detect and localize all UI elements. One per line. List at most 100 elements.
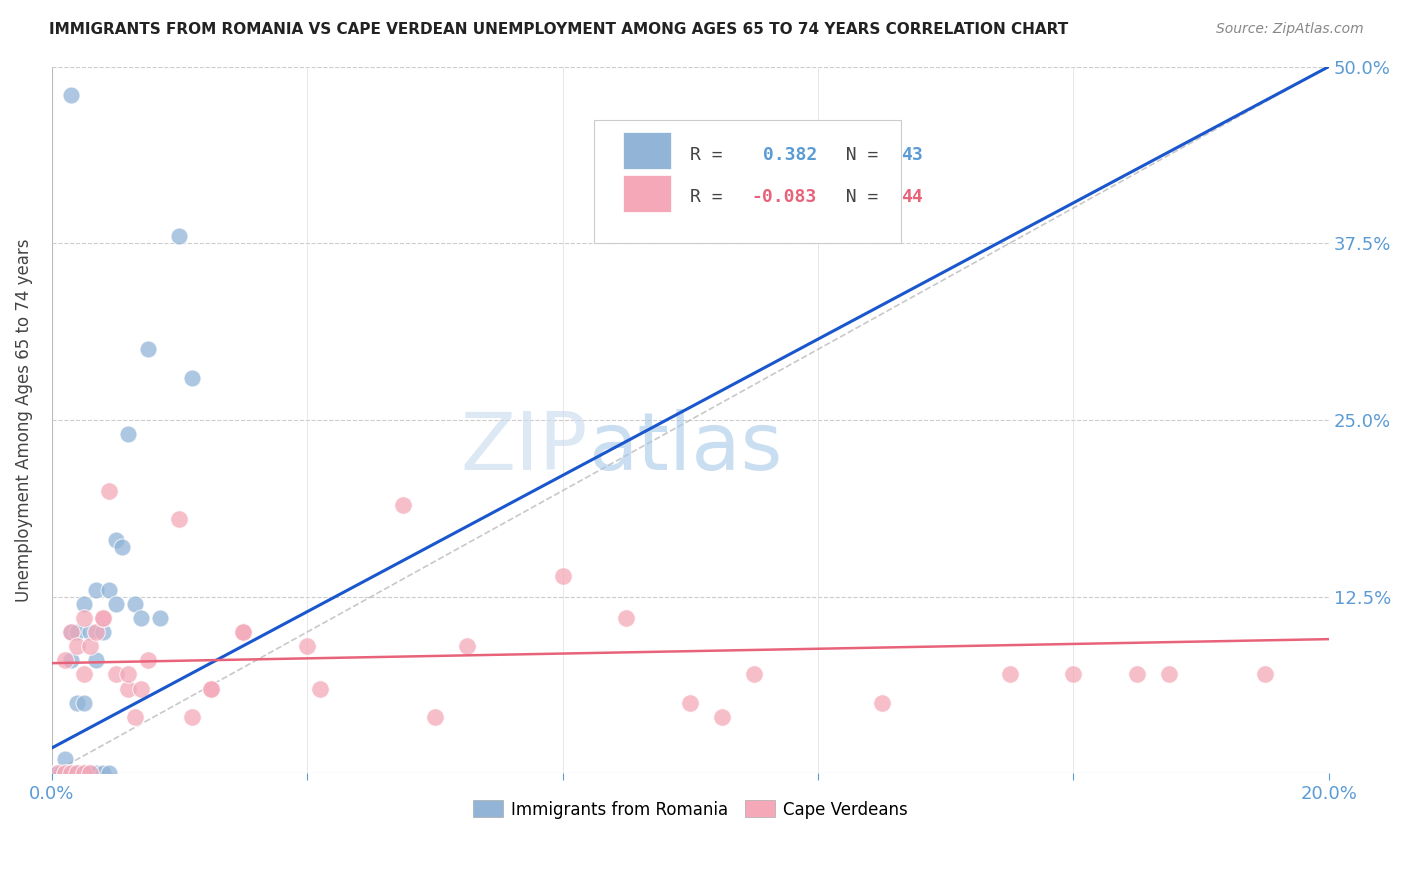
Point	[86, 766, 108, 780]
Point	[551, 568, 574, 582]
Point	[1126, 667, 1149, 681]
FancyBboxPatch shape	[623, 175, 671, 211]
Point	[136, 653, 159, 667]
Point	[59, 766, 82, 780]
Point	[711, 710, 734, 724]
Point	[73, 667, 96, 681]
Point	[79, 625, 101, 640]
Point	[1062, 667, 1084, 681]
Text: atlas: atlas	[588, 409, 783, 487]
Point	[59, 625, 82, 640]
Point	[742, 667, 765, 681]
Point	[53, 766, 76, 780]
Point	[870, 696, 893, 710]
Point	[53, 752, 76, 766]
Point	[111, 541, 134, 555]
Point	[129, 611, 152, 625]
Point	[91, 611, 114, 625]
FancyBboxPatch shape	[595, 120, 901, 244]
Point	[66, 696, 89, 710]
Point	[66, 625, 89, 640]
Text: ZIP: ZIP	[461, 409, 588, 487]
Point	[98, 483, 121, 498]
Point	[232, 625, 254, 640]
Point	[59, 766, 82, 780]
Point	[53, 653, 76, 667]
Point	[124, 597, 146, 611]
Point	[79, 639, 101, 653]
Point	[181, 370, 204, 384]
Point	[73, 696, 96, 710]
Point	[46, 766, 69, 780]
Point	[66, 766, 89, 780]
Point	[98, 766, 121, 780]
Point	[73, 766, 96, 780]
Point	[79, 766, 101, 780]
Point	[91, 766, 114, 780]
Point	[104, 667, 127, 681]
Point	[73, 597, 96, 611]
Text: Source: ZipAtlas.com: Source: ZipAtlas.com	[1216, 22, 1364, 37]
Point	[456, 639, 478, 653]
Point	[200, 681, 222, 696]
Point	[679, 696, 702, 710]
Point	[392, 498, 415, 512]
Text: R =: R =	[690, 188, 734, 206]
Point	[295, 639, 318, 653]
Point	[86, 582, 108, 597]
Point	[59, 87, 82, 102]
Point	[200, 681, 222, 696]
Point	[181, 710, 204, 724]
Point	[616, 611, 638, 625]
Point	[169, 229, 191, 244]
Point	[1254, 667, 1277, 681]
Point	[59, 653, 82, 667]
Point	[1159, 667, 1181, 681]
Point	[423, 710, 446, 724]
Point	[86, 625, 108, 640]
Point	[53, 766, 76, 780]
Point	[73, 766, 96, 780]
Text: N =: N =	[824, 145, 890, 164]
Point	[232, 625, 254, 640]
Text: -0.083: -0.083	[752, 188, 817, 206]
Point	[91, 625, 114, 640]
Point	[59, 766, 82, 780]
Point	[149, 611, 172, 625]
Point	[73, 611, 96, 625]
Point	[51, 766, 73, 780]
Point	[66, 766, 89, 780]
Y-axis label: Unemployment Among Ages 65 to 74 years: Unemployment Among Ages 65 to 74 years	[15, 238, 32, 602]
Text: 44: 44	[901, 188, 922, 206]
Point	[104, 597, 127, 611]
Point	[73, 766, 96, 780]
Text: IMMIGRANTS FROM ROMANIA VS CAPE VERDEAN UNEMPLOYMENT AMONG AGES 65 TO 74 YEARS C: IMMIGRANTS FROM ROMANIA VS CAPE VERDEAN …	[49, 22, 1069, 37]
Text: 0.382: 0.382	[752, 145, 817, 164]
Point	[117, 667, 139, 681]
Point	[59, 766, 82, 780]
Point	[79, 766, 101, 780]
Point	[44, 766, 66, 780]
Point	[124, 710, 146, 724]
Text: N =: N =	[824, 188, 890, 206]
Point	[66, 639, 89, 653]
Text: 43: 43	[901, 145, 922, 164]
Point	[46, 766, 69, 780]
Point	[117, 427, 139, 442]
Point	[129, 681, 152, 696]
Point	[53, 766, 76, 780]
Point	[117, 681, 139, 696]
Point	[46, 766, 69, 780]
Point	[66, 766, 89, 780]
Point	[53, 766, 76, 780]
Point	[98, 582, 121, 597]
Point	[91, 611, 114, 625]
Legend: Immigrants from Romania, Cape Verdeans: Immigrants from Romania, Cape Verdeans	[465, 794, 914, 825]
Point	[309, 681, 332, 696]
Point	[104, 533, 127, 548]
FancyBboxPatch shape	[623, 132, 671, 169]
Point	[56, 766, 79, 780]
Point	[59, 625, 82, 640]
Point	[998, 667, 1021, 681]
Point	[169, 512, 191, 526]
